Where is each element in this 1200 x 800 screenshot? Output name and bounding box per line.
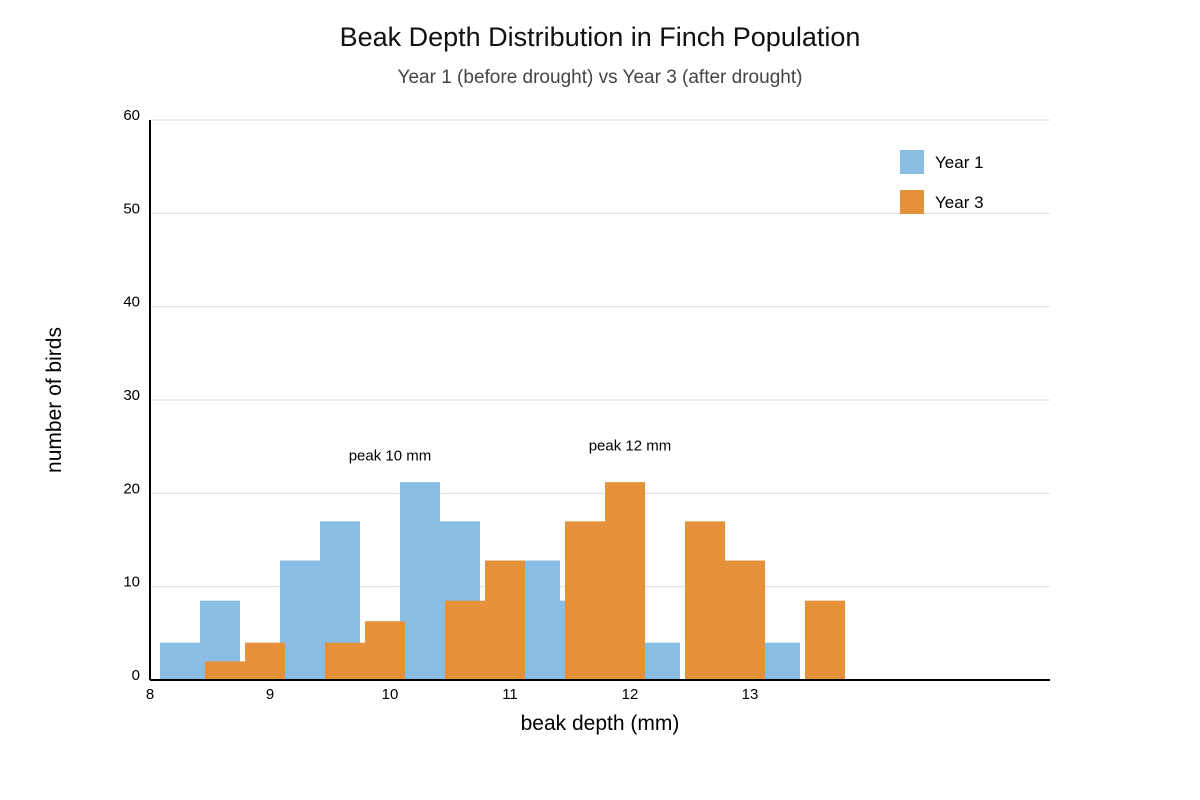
bar-year3 [204,661,246,680]
peak-annotation: peak 12 mm [589,437,672,454]
bar-year3 [485,560,525,680]
legend-swatch [900,190,924,214]
x-tick-label: 10 [382,686,399,703]
y-tick-label: 30 [123,387,140,404]
bar-year3 [725,560,765,680]
bar-year1 [759,642,801,680]
chart-subtitle: Year 1 (before drought) vs Year 3 (after… [397,67,803,88]
x-tick-label: 12 [622,686,639,703]
bar-year3 [605,482,645,680]
bar-year1 [279,560,321,680]
x-axis-label: beak depth (mm) [521,712,680,735]
x-tick-label: 8 [146,686,154,703]
bar-year1 [159,642,201,680]
series-year3-bars [204,482,846,680]
legend: Year 1 Year 3 [900,150,984,214]
y-axis-label: number of birds [43,327,66,473]
bar-year1 [639,642,681,680]
legend-label: Year 3 [935,193,984,212]
bar-year3 [564,521,606,680]
bar-year1 [399,482,441,680]
x-tick-label: 11 [502,686,518,703]
y-tick-label: 0 [132,667,140,684]
series-year1-bars [159,482,801,680]
y-tick-label: 50 [123,200,140,217]
y-tick-label: 40 [123,294,140,311]
bar-year3 [444,600,486,680]
tick-labels: 0 10 20 30 40 50 60 8 9 10 11 12 13 [123,107,758,703]
x-tick-label: 13 [742,686,759,703]
peak-annotation: peak 10 mm [349,448,432,465]
bar-year3 [365,621,405,680]
y-tick-label: 60 [123,107,140,124]
chart-title: Beak Depth Distribution in Finch Populat… [339,22,861,52]
bar-year3 [245,642,285,680]
bar-year3 [804,600,846,680]
bar-year1 [519,560,561,680]
axes [149,120,1050,681]
annotations: peak 10 mm peak 12 mm [349,437,672,464]
legend-label: Year 1 [935,153,984,172]
y-tick-label: 10 [123,574,140,591]
bar-year3 [684,521,726,680]
legend-swatch [900,150,924,174]
bar-year3 [324,642,366,680]
y-tick-label: 20 [123,480,140,497]
x-tick-label: 9 [266,686,274,703]
